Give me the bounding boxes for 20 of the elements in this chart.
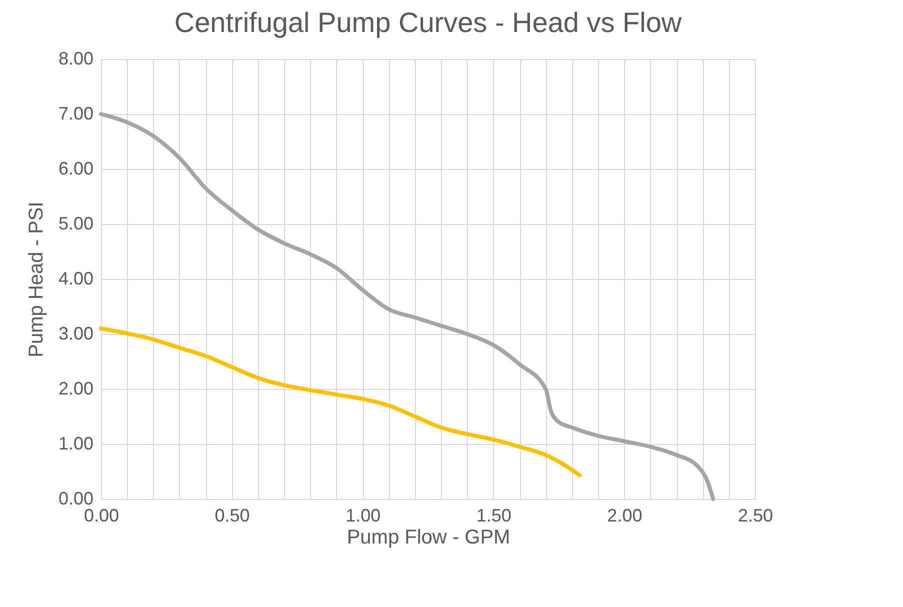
x-tick-label: 0.00 <box>84 506 120 526</box>
x-tick-label: 1.50 <box>476 506 512 526</box>
x-axis-title: Pump Flow - GPM <box>346 526 510 548</box>
y-tick-label: 1.00 <box>58 434 94 454</box>
line-series <box>99 326 582 478</box>
chart-title: Centrifugal Pump Curves - Head vs Flow <box>174 7 682 38</box>
y-tick-label: 8.00 <box>58 48 94 68</box>
y-tick-label: 0.00 <box>58 488 94 508</box>
line-series <box>99 112 716 501</box>
y-tick-label: 4.00 <box>58 268 94 288</box>
x-tick-label: 1.00 <box>346 506 381 526</box>
y-tick-label: 6.00 <box>58 158 94 178</box>
y-tick-label: 7.00 <box>58 104 94 124</box>
x-tick-label: 2.50 <box>738 506 774 526</box>
y-tick-label: 5.00 <box>58 214 94 234</box>
x-tick-label: 2.00 <box>607 506 642 526</box>
x-tick-label: 0.50 <box>214 506 250 526</box>
y-tick-label: 2.00 <box>58 378 94 398</box>
y-axis-title: Pump Head - PSI <box>25 202 48 358</box>
y-tick-label: 3.00 <box>58 324 94 344</box>
